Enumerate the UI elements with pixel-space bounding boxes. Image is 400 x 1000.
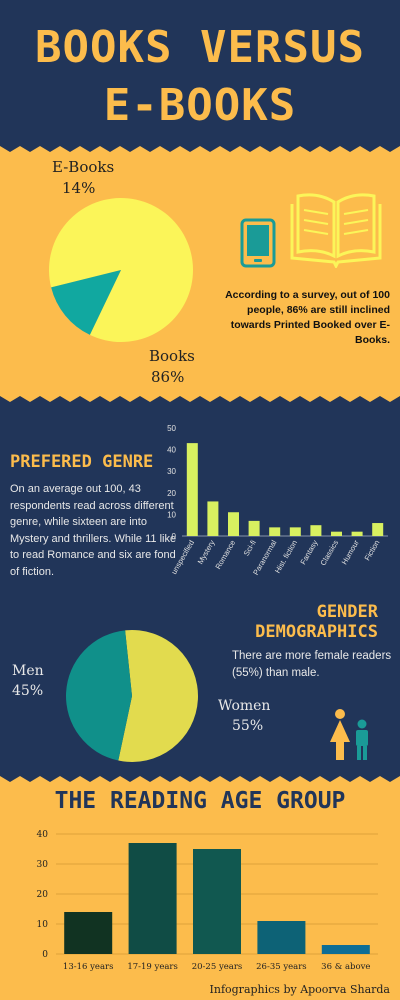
x-tick-label: Sci-fi xyxy=(242,538,258,557)
gender-text: There are more female readers (55%) than… xyxy=(232,650,392,679)
x-tick-label: Mystery xyxy=(196,538,217,565)
genre-heading: PREFERED GENRE xyxy=(10,452,154,472)
genre-bar-sci-fi xyxy=(248,520,260,536)
y-tick-label: 20 xyxy=(37,890,49,900)
ebooks-label: E-Books xyxy=(52,158,115,176)
survey-text: According to a survey, out of 100 people… xyxy=(225,289,390,346)
gender-heading-line1: GENDER xyxy=(316,602,378,622)
gender-pie-chart xyxy=(66,630,198,762)
y-tick-label: 10 xyxy=(167,510,176,519)
y-tick-label: 30 xyxy=(37,860,49,870)
ebooks-pct: 14% xyxy=(62,179,96,197)
zigzag-divider xyxy=(0,390,400,402)
age-bar-26-35-years xyxy=(257,921,306,954)
open-book-icon xyxy=(290,193,382,268)
pie-slice-men xyxy=(66,630,132,761)
genre-bar-fantasy xyxy=(310,525,322,536)
age-section: THE READING AGE GROUP 0 10 20 30 40 13-16 yea… xyxy=(0,770,400,1000)
credit-text: Infographics by Apoorva Sharda xyxy=(209,983,390,996)
genre-bar-mystery xyxy=(207,501,219,536)
zigzag-divider xyxy=(0,770,400,782)
x-tick-label: Classics xyxy=(318,538,340,567)
zigzag-divider xyxy=(0,140,400,152)
x-tick-label: 20-25 years xyxy=(192,962,243,972)
men-label: Men xyxy=(12,663,44,679)
x-tick-label: 13-16 years xyxy=(63,962,114,972)
x-tick-label: 36 & above xyxy=(321,962,370,972)
main-title-line1: BOOKS VERSUS xyxy=(35,22,365,73)
age-bar-17-19-years xyxy=(128,843,177,954)
x-tick-label: Humour xyxy=(340,538,361,566)
y-tick-label: 0 xyxy=(172,532,177,541)
survey-section: E-Books 14% Books 86% According to a sur… xyxy=(0,140,400,400)
x-tick-label: 26-35 years xyxy=(256,962,307,972)
genre-text: On an average out 100, 43 respondents re… xyxy=(10,483,177,578)
x-tick-label: Fantasy xyxy=(298,538,319,566)
genre-bar-unspecified xyxy=(186,443,198,536)
pie-slice-women xyxy=(118,630,198,762)
genre-bar-fiction xyxy=(372,523,384,536)
genre-bar-hist-fiction xyxy=(289,527,301,536)
genre-gender-section: PREFERED GENRE On an average out 100, 43… xyxy=(0,390,400,780)
y-tick-label: 40 xyxy=(37,830,49,840)
women-pct: 55% xyxy=(232,718,264,734)
men-pct: 45% xyxy=(12,683,44,699)
age-bar-chart: 0 10 20 30 40 13-16 years 17-19 years 20-25 yea… xyxy=(37,830,378,972)
gender-heading-line2: DEMOGRAPHICS xyxy=(255,622,378,642)
y-tick-label: 20 xyxy=(167,489,176,498)
age-heading: THE READING AGE GROUP xyxy=(54,788,346,814)
age-bar-20-25-years xyxy=(193,849,241,954)
genre-bar-paranormal xyxy=(269,527,281,536)
y-tick-label: 50 xyxy=(167,424,176,433)
books-pct: 86% xyxy=(151,368,185,386)
books-ebooks-pie-chart xyxy=(48,198,193,342)
y-tick-label: 40 xyxy=(167,446,176,455)
genre-bar-classics xyxy=(331,531,342,536)
women-men-icon xyxy=(330,709,368,760)
x-tick-label: Romance xyxy=(213,539,237,571)
pie-slice-e-books xyxy=(51,270,121,335)
age-bar-13-16-years xyxy=(64,912,113,954)
genre-bar-humour xyxy=(351,531,363,536)
genre-bar-romance xyxy=(228,512,239,536)
main-title-line2: E-BOOKS xyxy=(103,80,297,131)
y-tick-label: 10 xyxy=(37,920,49,930)
women-label: Women xyxy=(218,698,271,714)
tablet-icon xyxy=(240,218,276,268)
y-tick-label: 0 xyxy=(42,950,48,960)
age-bar-36-above xyxy=(321,945,370,954)
x-tick-label: Fiction xyxy=(363,539,382,563)
x-tick-label: unspecified xyxy=(169,539,196,576)
y-tick-label: 30 xyxy=(167,467,176,476)
books-label: Books xyxy=(149,347,195,365)
title-section: BOOKS VERSUS E-BOOKS xyxy=(0,0,400,150)
x-tick-label: 17-19 years xyxy=(127,962,178,972)
